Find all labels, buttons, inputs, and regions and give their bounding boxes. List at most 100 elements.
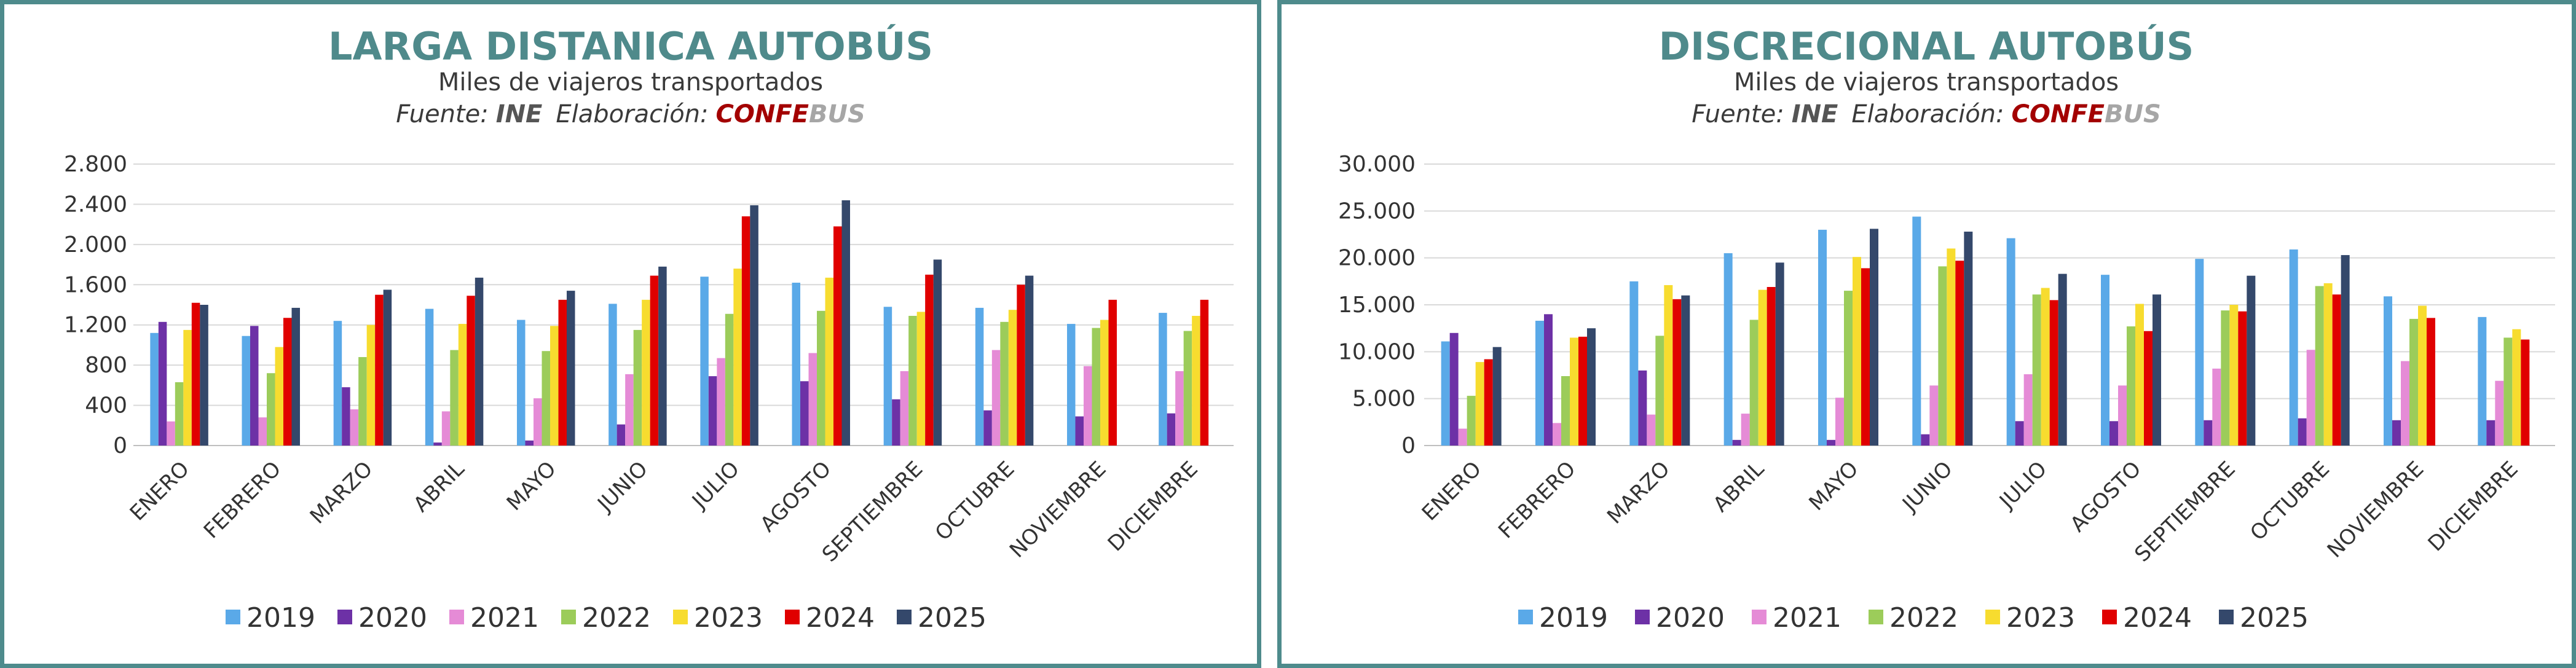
y-tick-label: 15.000 [1338, 293, 1416, 318]
y-tick-label: 400 [85, 393, 127, 418]
bar-2019-diciembre [2478, 316, 2487, 446]
bar-2019-mayo [1818, 229, 1827, 446]
source-prefix: Fuente: [396, 100, 488, 128]
bar-2019-abril [1723, 253, 1733, 446]
bar-2024-julio [741, 216, 750, 446]
bar-2020-abril [1732, 439, 1741, 446]
bar-2023-febrero [1570, 337, 1578, 446]
bar-2022-septiembre [2221, 310, 2230, 446]
bar-2024-febrero [283, 318, 292, 446]
chart-panel-discrecional: DISCRECIONAL AUTOBÚS Miles de viajeros t… [1277, 0, 2576, 668]
x-tick-label: SEPTIEMBRE [2130, 457, 2240, 567]
legend-swatch-2019 [226, 610, 240, 624]
bar-2021-julio [2023, 374, 2033, 446]
bar-2023-octubre [1008, 310, 1017, 446]
bar-2022-junio [1938, 266, 1947, 446]
x-tick-label: MAYO [502, 457, 561, 516]
bar-2025-abril [475, 277, 484, 446]
bar-2022-febrero [267, 373, 275, 446]
x-tick-label: NOVIEMBRE [1005, 457, 1111, 563]
bar-2021-septiembre [900, 371, 909, 446]
source-prefix: Fuente: [1692, 100, 1784, 128]
legend-swatch-2021 [1752, 610, 1767, 624]
bar-2025-mayo [567, 291, 575, 446]
chart-larga-distancia: LARGA DISTANICA AUTOBÚS Miles de viajero… [64, 24, 1234, 634]
bar-2020-enero [1449, 332, 1459, 446]
x-tick-label: MARZO [1602, 457, 1675, 529]
source-bus: BUS [809, 100, 865, 128]
bar-2025-octubre [2341, 255, 2350, 446]
bar-2023-enero [183, 329, 192, 446]
bar-2021-abril [441, 411, 451, 446]
bar-2020-mayo [525, 440, 534, 446]
bar-2022-diciembre [1183, 331, 1192, 446]
bar-2024-enero [191, 302, 200, 446]
bar-2019-agosto [2101, 275, 2109, 446]
x-tick-label: MAYO [1804, 457, 1863, 516]
bar-2025-junio [1964, 231, 1973, 446]
bar-2020-diciembre [2486, 420, 2495, 446]
bar-2021-diciembre [1175, 371, 1184, 446]
bar-2021-diciembre [2495, 380, 2504, 446]
x-tick-label: ABRIL [409, 457, 469, 517]
bar-2020-septiembre [2204, 420, 2213, 446]
bar-2023-noviembre [1100, 320, 1109, 446]
bar-2019-enero [150, 332, 159, 446]
plot-area: 0 5.000 10.000 15.000 20.000 25.000 30.000 ENER… [1338, 152, 2555, 634]
bar-2025-junio [658, 266, 667, 446]
y-tick-label: 2.400 [64, 192, 127, 217]
y-tick-label: 1.600 [64, 272, 127, 297]
x-tick-label: JULIO [687, 457, 744, 514]
x-tick-label: OCTUBRE [931, 457, 1020, 546]
bar-2023-octubre [2323, 283, 2333, 446]
legend-swatch-2023 [673, 610, 688, 624]
legend-label-2023: 2023 [694, 602, 763, 634]
y-tick-label: 0 [1401, 433, 1416, 458]
bar-2021-febrero [1553, 423, 1561, 446]
bar-2024-septiembre [2238, 311, 2247, 446]
bar-2025-abril [1775, 262, 1784, 446]
bar-2021-mayo [534, 398, 542, 446]
bar-2024-junio [1955, 261, 1964, 446]
x-tick-label: OCTUBRE [2245, 457, 2334, 546]
source-ine: INE [1792, 100, 1838, 128]
legend-label-2021: 2021 [470, 602, 539, 634]
bar-2025-febrero [1587, 328, 1596, 446]
bar-2020-marzo [342, 387, 350, 446]
x-tick-label: ABRIL [1709, 457, 1769, 517]
bar-2025-agosto [2153, 294, 2161, 446]
bar-2021-marzo [1647, 414, 1656, 446]
bar-2019-septiembre [2195, 259, 2204, 446]
bar-2022-agosto [817, 310, 825, 446]
bar-2024-noviembre [2427, 318, 2435, 446]
bar-2020-noviembre [1075, 416, 1084, 446]
bar-2020-octubre [2298, 418, 2307, 446]
bar-2023-mayo [1853, 257, 1861, 446]
bar-2019-septiembre [883, 307, 892, 446]
source-bus: BUS [2105, 100, 2161, 128]
source-ine: INE [496, 100, 543, 128]
x-tick-label: DICIEMBRE [2424, 457, 2523, 556]
x-tick-label: JULIO [1994, 457, 2052, 514]
x-tick-label: JUNIO [1897, 457, 1957, 517]
bar-2024-abril [467, 296, 475, 446]
chart-title: DISCRECIONAL AUTOBÚS [1659, 24, 2194, 69]
legend-label-2021: 2021 [1773, 602, 1841, 634]
chart-source: Fuente: INE Elaboración: CONFEBUS [1692, 100, 2161, 128]
bar-2023-agosto [2135, 304, 2144, 446]
bar-2021-octubre [2306, 350, 2315, 446]
bar-2020-septiembre [892, 399, 900, 446]
bar-2021-junio [1929, 385, 1939, 446]
bar-2021-noviembre [1084, 366, 1092, 446]
bar-2025-julio [2058, 273, 2067, 446]
bar-2023-julio [2041, 288, 2050, 446]
bar-2022-marzo [1655, 336, 1664, 446]
y-tick-label: 10.000 [1338, 339, 1416, 364]
y-tick-label: 30.000 [1338, 152, 1416, 177]
x-tick-label: FEBRERO [199, 457, 286, 543]
plot-area: 0 400 800 1.200 1.600 2.000 2.400 2.800 ENERO FEB… [64, 152, 1234, 634]
bar-2025-julio [750, 205, 758, 446]
bar-2025-mayo [1870, 229, 1878, 446]
bar-2021-noviembre [2401, 361, 2409, 446]
bar-2020-junio [616, 424, 626, 446]
